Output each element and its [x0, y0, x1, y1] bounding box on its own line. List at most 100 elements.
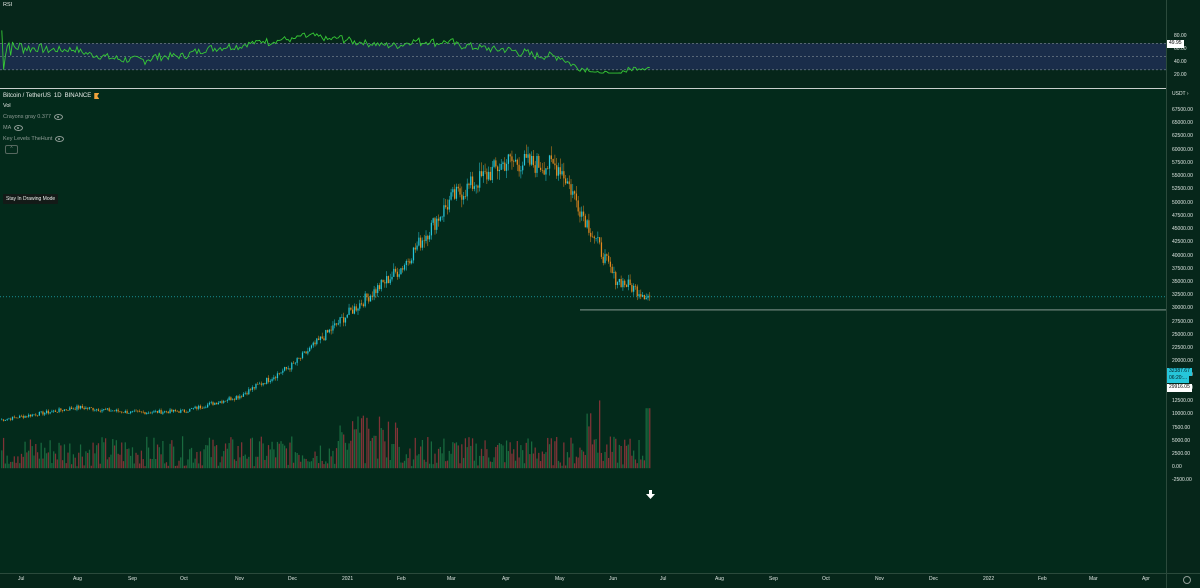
price-axis-label: 25000.00	[1172, 331, 1193, 338]
candle-body	[439, 217, 441, 221]
candle-body	[446, 207, 449, 210]
volume-bar	[609, 436, 612, 469]
volume-bar	[94, 453, 96, 469]
candle-body	[344, 317, 347, 323]
candle-body	[201, 408, 203, 409]
volume-bar	[158, 447, 160, 469]
volume-bar	[640, 459, 642, 469]
pane-divider[interactable]	[0, 88, 1200, 89]
legend-key-levels[interactable]: Key Levels TheHunt	[3, 136, 65, 142]
candle-body	[337, 323, 339, 325]
volume-bar	[369, 440, 372, 469]
candle-body	[208, 402, 211, 405]
volume-bar	[149, 458, 151, 469]
volume-bar	[445, 461, 447, 469]
candle-body	[360, 303, 363, 305]
volume-bar	[325, 461, 327, 469]
candle-body	[181, 409, 184, 411]
volume-bar	[570, 437, 572, 469]
eye-icon[interactable]	[14, 125, 24, 131]
volume-bar	[439, 446, 441, 469]
volume-bar	[572, 443, 574, 469]
price-axis-label: 55000.00	[1172, 173, 1193, 180]
candle-body	[94, 410, 96, 411]
time-axis-label: Sep	[128, 576, 137, 582]
volume-bar	[199, 451, 202, 469]
rsi-pane[interactable]: RSI	[0, 0, 1166, 88]
volume-bar	[522, 450, 524, 469]
candle-body	[335, 323, 338, 325]
volume-bar	[502, 445, 504, 469]
candle-body	[294, 362, 296, 364]
volume-bar	[194, 458, 196, 469]
volume-bar	[235, 460, 237, 469]
candle-body	[6, 419, 8, 421]
candle-body	[309, 347, 311, 352]
eye-icon[interactable]	[55, 136, 65, 142]
volume-bar	[454, 443, 456, 469]
candle-body	[441, 216, 443, 218]
candle-body	[534, 165, 536, 173]
time-axis-label: Jul	[18, 576, 25, 582]
volume-bar	[291, 436, 293, 469]
volume-bar	[173, 446, 175, 469]
main-chart-pane[interactable]	[0, 89, 1166, 573]
volume-bar	[527, 438, 529, 469]
candle-body	[482, 171, 484, 177]
volume-bar	[185, 465, 187, 469]
arrow-down-icon[interactable]	[645, 489, 656, 500]
settings-icon[interactable]	[1183, 576, 1191, 584]
volume-bar	[49, 440, 51, 469]
candle-body	[450, 192, 452, 200]
volume-bar	[6, 455, 8, 469]
price-axis[interactable]	[1166, 0, 1200, 573]
time-axis[interactable]	[0, 573, 1166, 588]
volume-bar	[484, 440, 486, 469]
time-axis-label: Oct	[822, 576, 830, 582]
legend-ma[interactable]: MA	[3, 125, 24, 131]
symbol-name: Bitcoin / TetherUS	[3, 93, 51, 99]
volume-bar	[548, 444, 551, 469]
candle-body	[158, 410, 160, 413]
collapse-legend-button[interactable]: ⌃	[5, 145, 18, 154]
eye-icon[interactable]	[54, 114, 63, 120]
candle-body	[79, 405, 82, 409]
volume-bar	[557, 460, 560, 469]
volume-bar	[208, 437, 211, 469]
candle-body	[428, 235, 431, 240]
candle-body	[317, 338, 320, 340]
candle-body	[600, 242, 603, 257]
volume-bar	[636, 463, 638, 469]
price-axis-label: 37500.00	[1172, 265, 1193, 272]
volume-bar	[13, 456, 15, 469]
volume-bar	[600, 452, 603, 469]
candle-body	[607, 255, 610, 262]
volume-bar	[257, 456, 259, 469]
candle-body	[189, 408, 191, 412]
candle-body	[412, 247, 415, 261]
candle-body	[310, 345, 313, 348]
currency-label[interactable]: USDT ›	[1172, 91, 1189, 97]
time-axis-label: May	[555, 576, 565, 582]
candle-body	[541, 169, 543, 171]
volume-bar	[19, 463, 21, 469]
symbol-legend[interactable]: Bitcoin / TetherUS 1D BINANCE	[3, 93, 100, 99]
volume-bar	[70, 464, 73, 469]
candle-body	[471, 176, 474, 189]
flag-icon[interactable]	[94, 93, 100, 99]
volume-bar	[239, 457, 241, 469]
time-axis-label: Feb	[397, 576, 406, 582]
candle-body	[326, 330, 329, 333]
volume-bar	[552, 465, 554, 469]
legend-vol[interactable]: Vol	[3, 103, 11, 109]
candle-body	[378, 285, 381, 290]
volume-bar	[403, 460, 406, 469]
candle-body	[192, 408, 194, 409]
candle-body	[416, 245, 418, 250]
candle-body	[155, 411, 157, 412]
volume-bar	[513, 449, 515, 469]
candle-body	[266, 377, 268, 384]
candle-body	[649, 295, 651, 297]
legend-crayons[interactable]: Crayons gray 0.377	[3, 114, 63, 120]
volume-bar	[76, 466, 78, 469]
